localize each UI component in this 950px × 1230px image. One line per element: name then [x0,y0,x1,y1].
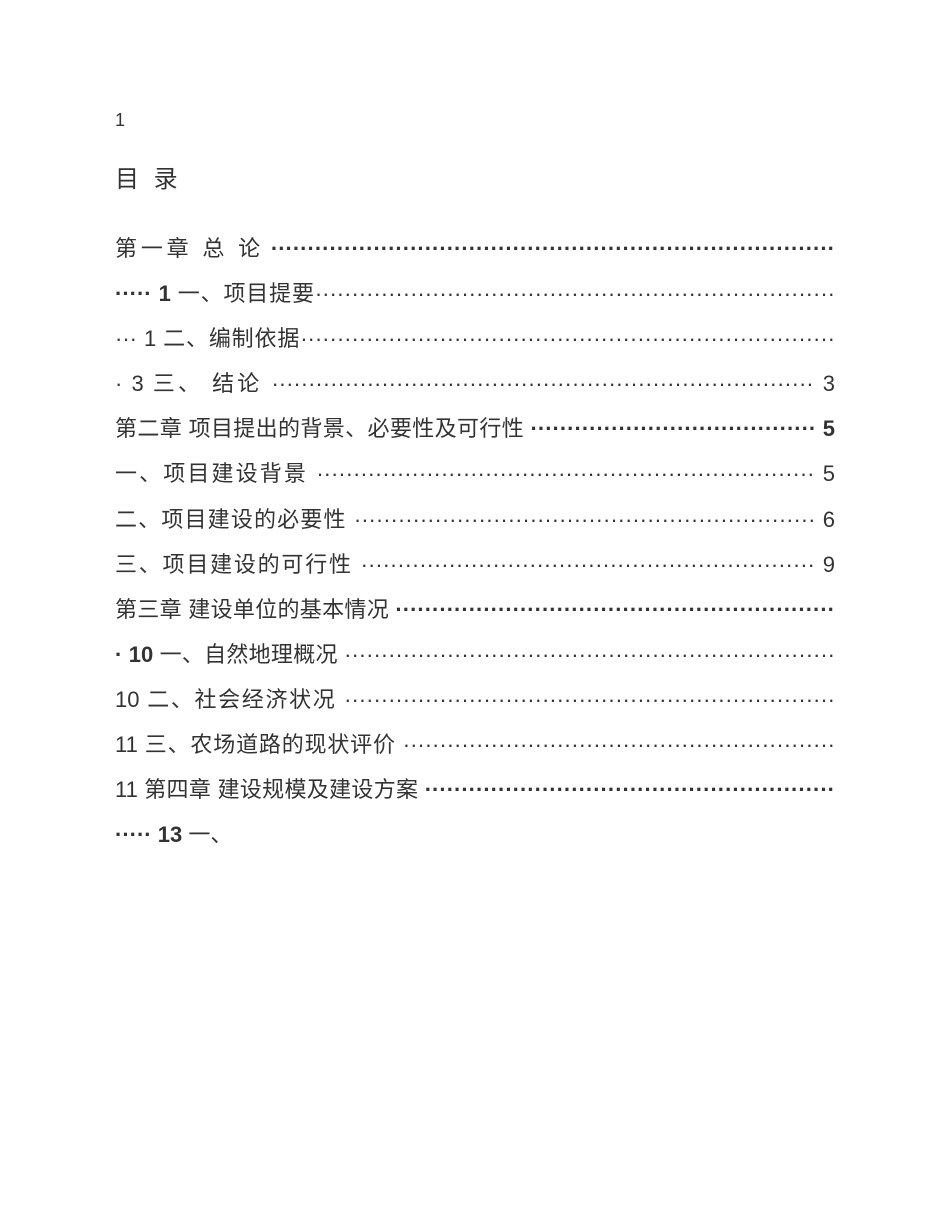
item2-1-page: 5 [823,461,835,486]
item2-2-label: 二、项目建设的必要性 [115,507,354,532]
item3-3-label: 三、农场道路的现状评价 [145,732,403,757]
item3-3-dots: ········································… [403,732,835,757]
toc-content: 第一章 总 论 ································… [115,226,835,857]
item2-2-dots: ········································… [354,507,823,532]
item1-3-dots: ········································… [271,371,822,396]
item1-2-label: 二、编制依据 [156,326,300,351]
item1-1-label: 一、项目提要 [171,281,315,306]
item1-2-page: 3 [132,371,144,396]
item3-1-page: 10 [115,687,147,712]
item3-3-page: 11 [115,777,138,802]
chapter2-dots: ······································· [524,416,823,441]
item2-3-label: 三、项目建设的可行性 [115,552,361,577]
item3-1-label: 一、自然地理概况 [153,642,344,667]
item2-1-label: 一、项目建设背景 [115,461,316,486]
item1-3-label: 三、 结论 [144,371,272,396]
item3-2-dots: ········································… [344,687,835,712]
item1-3-page: 3 [823,371,835,396]
item2-3-page: 9 [823,552,835,577]
chapter3-page: 10 [129,642,153,667]
chapter2-page: 5 [823,416,835,441]
chapter1-title: 第一章 总 论 [115,236,264,261]
item1-1-page: 1 [144,326,156,351]
chapter4-page: 13 [158,822,182,847]
item3-2-label: 二、社会经济状况 [147,687,344,712]
page-number: 1 [115,110,835,131]
toc-title: 目 录 [115,159,835,194]
chapter2-title: 第二章 项目提出的背景、必要性及可行性 [115,416,524,441]
item4-1-label: 一、 [182,822,232,847]
chapter1-page: 1 [159,281,171,306]
chapter4-title: 第四章 建设规模及建设方案 [138,777,418,802]
item3-2-page: 11 [115,732,145,757]
item2-3-dots: ········································… [361,552,823,577]
item3-1-dots: ········································… [344,642,835,667]
chapter3-title: 第三章 建设单位的基本情况 [115,597,389,622]
item2-2-page: 6 [823,507,835,532]
item2-1-dots: ········································… [316,461,822,486]
